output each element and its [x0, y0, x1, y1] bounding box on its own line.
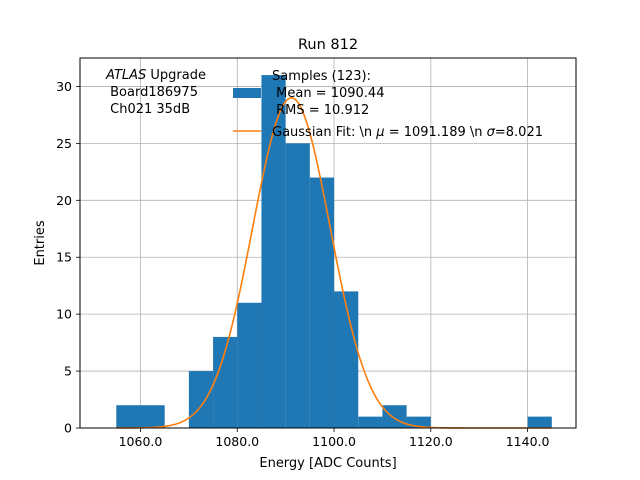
histogram-bar — [188, 371, 214, 428]
annotation-line-2: Board186975 — [106, 85, 198, 100]
histogram-bar — [382, 405, 407, 428]
histogram-bar — [358, 416, 383, 428]
legend-fit-sigma-symbol: σ — [487, 125, 496, 140]
legend: Samples (123): Mean = 1090.44 RMS = 10.9… — [233, 69, 543, 140]
y-tick-label: 25 — [56, 136, 72, 151]
legend-samples-line-3: RMS = 10.912 — [272, 103, 369, 118]
x-tick-label: 1060.0 — [119, 434, 163, 449]
histogram-bar — [116, 405, 141, 428]
x-tick-label: 1100.0 — [312, 434, 356, 449]
histogram-bar — [334, 291, 359, 428]
legend-samples-line-2: Mean = 1090.44 — [272, 86, 384, 101]
y-tick-label: 15 — [56, 250, 72, 265]
y-tick-label: 5 — [64, 364, 72, 379]
legend-fit-mu-symbol: μ — [375, 125, 384, 140]
legend-fit-suffix: =8.021 — [495, 125, 543, 140]
annotation-atlas: ATLAS — [105, 68, 146, 83]
histogram-bar — [527, 416, 552, 428]
y-tick-label: 10 — [56, 307, 72, 322]
histogram-bars — [116, 75, 552, 429]
legend-samples-swatch — [233, 88, 261, 98]
legend-samples-line-1: Samples (123): — [272, 69, 371, 84]
annotation-line-1: ATLAS Upgrade — [105, 68, 206, 83]
x-axis-label: Energy [ADC Counts] — [259, 456, 396, 471]
axis-ticks: 1060.0 1080.0 1100.0 1120.0 1140.0 0 5 10 15 20 25… — [56, 79, 549, 449]
chart-title: Run 812 — [298, 37, 358, 53]
x-tick-label: 1120.0 — [409, 434, 453, 449]
histogram-bar — [285, 143, 310, 428]
atlas-annotation: ATLAS Upgrade Board186975 Ch021 35dB — [105, 68, 206, 117]
plot-frame — [79, 57, 577, 429]
histogram-bar — [309, 177, 335, 428]
legend-fit-mid: = 1091.189 \n — [385, 125, 487, 140]
annotation-line-3: Ch021 35dB — [106, 102, 190, 117]
y-tick-label: 0 — [64, 421, 72, 436]
annotation-upgrade: Upgrade — [146, 68, 206, 83]
y-axis-label: Entries — [33, 220, 48, 266]
y-tick-label: 20 — [56, 193, 72, 208]
histogram-bar — [140, 405, 165, 428]
histogram-bar — [237, 302, 262, 428]
y-tick-label: 30 — [56, 79, 72, 94]
legend-fit-prefix: Gaussian Fit: \n — [272, 125, 376, 140]
x-tick-label: 1080.0 — [215, 434, 259, 449]
legend-fit-label: Gaussian Fit: \n μ = 1091.189 \n σ=8.021 — [272, 125, 543, 140]
histogram-bar — [406, 416, 431, 428]
x-tick-label: 1140.0 — [506, 434, 550, 449]
